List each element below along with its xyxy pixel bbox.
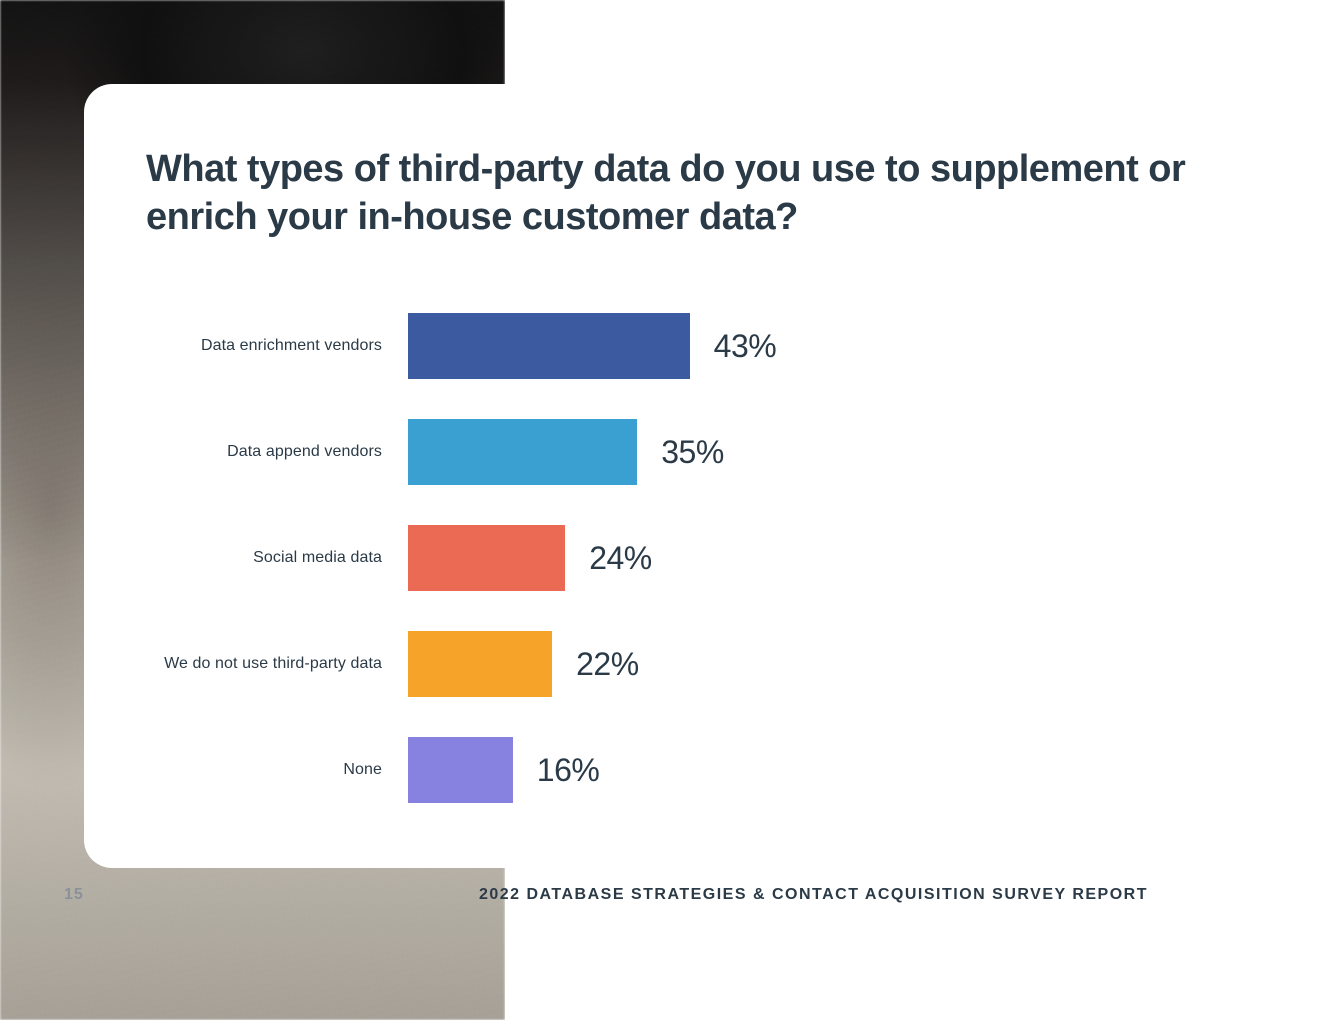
bar-label: Social media data bbox=[146, 547, 408, 569]
bar-label: Data append vendors bbox=[146, 441, 408, 463]
bar-wrap: 22% bbox=[408, 631, 639, 697]
bar-value: 35% bbox=[661, 434, 724, 471]
bar-label: We do not use third-party data bbox=[146, 653, 408, 675]
bar bbox=[408, 737, 513, 803]
bar-value: 16% bbox=[537, 752, 600, 789]
bar bbox=[408, 419, 637, 485]
bar bbox=[408, 631, 552, 697]
report-footer-title: 2022 DATABASE STRATEGIES & CONTACT ACQUI… bbox=[479, 886, 1148, 904]
bar-wrap: 24% bbox=[408, 525, 652, 591]
chart-title: What types of third-party data do you us… bbox=[146, 146, 1260, 241]
bar bbox=[408, 313, 690, 379]
bar-chart: Data enrichment vendors 43% Data append … bbox=[146, 313, 1260, 803]
bar-row: Data append vendors 35% bbox=[146, 419, 1260, 485]
bar-row: Data enrichment vendors 43% bbox=[146, 313, 1260, 379]
bar-label: None bbox=[146, 759, 408, 781]
page-number: 15 bbox=[64, 886, 84, 904]
bar-row: Social media data 24% bbox=[146, 525, 1260, 591]
bar-value: 24% bbox=[589, 540, 652, 577]
bar bbox=[408, 525, 565, 591]
bar-row: None 16% bbox=[146, 737, 1260, 803]
bar-value: 43% bbox=[714, 328, 777, 365]
bar-wrap: 43% bbox=[408, 313, 776, 379]
bar-value: 22% bbox=[576, 646, 639, 683]
bar-row: We do not use third-party data 22% bbox=[146, 631, 1260, 697]
bar-wrap: 35% bbox=[408, 419, 724, 485]
bar-wrap: 16% bbox=[408, 737, 599, 803]
content-card: What types of third-party data do you us… bbox=[84, 84, 1320, 868]
bar-label: Data enrichment vendors bbox=[146, 335, 408, 357]
